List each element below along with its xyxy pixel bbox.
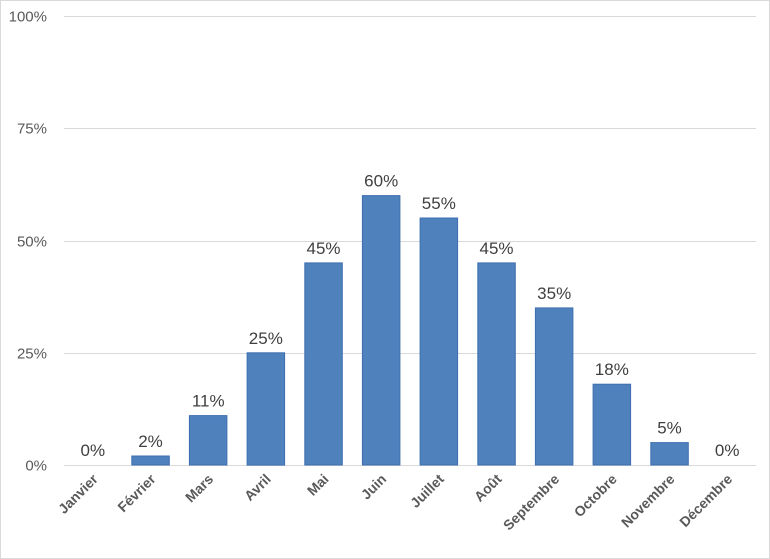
bar-4	[304, 262, 343, 466]
bar-9	[592, 383, 632, 466]
data-label: 35%	[537, 284, 571, 303]
bar-2	[188, 415, 228, 466]
y-tick-label: 50%	[17, 234, 47, 251]
data-label: 60%	[364, 172, 398, 191]
data-label: 11%	[192, 392, 225, 411]
bar-10	[650, 442, 689, 466]
y-tick-label: 100%	[9, 9, 47, 26]
data-label: 5%	[657, 419, 682, 438]
data-labels: 0% 2% 11% 25% 45% 60% 55% 45% 35% 18% 5% 0%	[81, 172, 740, 460]
y-tick-label: 75%	[17, 121, 47, 138]
y-tick-label: 0%	[25, 458, 47, 475]
bars	[131, 195, 689, 466]
bar-7	[477, 262, 516, 466]
data-label: 2%	[138, 432, 163, 451]
bar-3	[246, 352, 286, 466]
gridlines	[64, 16, 756, 466]
data-label: 25%	[249, 329, 283, 348]
data-label: 45%	[306, 239, 340, 258]
data-label: 45%	[479, 239, 513, 258]
data-label: 18%	[595, 360, 629, 379]
bar-8	[534, 307, 574, 466]
data-label: 55%	[422, 194, 456, 213]
y-axis-ticks: 0% 25% 50% 75% 100%	[9, 9, 47, 475]
data-label: 0%	[715, 441, 740, 460]
bar-5	[361, 195, 401, 466]
bar-6	[419, 217, 459, 466]
y-tick-label: 25%	[17, 346, 47, 363]
data-label: 0%	[81, 441, 106, 460]
bar-1	[131, 455, 170, 466]
